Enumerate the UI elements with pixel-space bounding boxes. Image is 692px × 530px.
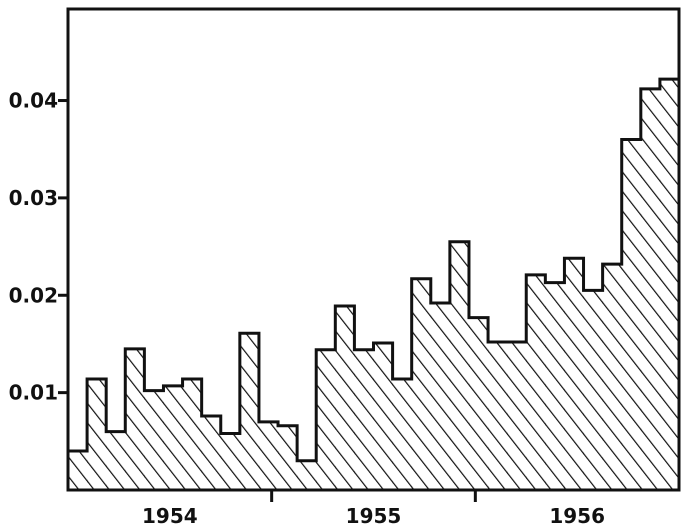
histogram-bar xyxy=(258,421,279,490)
histogram-bar xyxy=(106,431,126,490)
histogram-bar xyxy=(297,460,317,490)
histogram-bar xyxy=(335,305,355,490)
x-year-label: 1955 xyxy=(346,504,402,528)
histogram-bar xyxy=(659,79,680,491)
histogram-bar xyxy=(621,139,642,490)
y-tick-label: 0.02 xyxy=(9,283,58,307)
histogram-bar xyxy=(507,342,527,490)
histogram-bar xyxy=(640,88,661,490)
y-tick-label: 0.03 xyxy=(9,186,58,210)
histogram-bar xyxy=(392,379,413,490)
x-year-label: 1954 xyxy=(142,504,198,528)
histogram-bar xyxy=(163,385,184,490)
plot-frame xyxy=(66,7,681,492)
y-tick-label: 0.04 xyxy=(9,89,58,113)
histogram-bar xyxy=(182,379,203,490)
x-year-label: 1956 xyxy=(549,504,605,528)
y-axis: 0.01 0.02 0.03 0.04 xyxy=(9,89,68,405)
histogram-bar xyxy=(373,342,394,490)
histogram-bar xyxy=(144,390,164,490)
x-axis: 1954 1955 1956 xyxy=(142,490,605,528)
histogram-outline xyxy=(66,77,681,490)
histogram-bar xyxy=(583,290,604,490)
histogram-bar xyxy=(201,416,222,490)
histogram-bar xyxy=(68,451,88,490)
histogram-bar xyxy=(449,241,470,490)
histogram-bar xyxy=(354,349,374,490)
histogram-bar xyxy=(488,342,508,490)
histogram-bar xyxy=(545,282,565,490)
y-tick-label: 0.01 xyxy=(9,381,58,405)
histogram-bar xyxy=(430,303,451,490)
histogram-bar xyxy=(239,333,260,490)
histogram-bar xyxy=(316,349,336,490)
histogram-bar xyxy=(526,274,546,490)
histogram-bar xyxy=(278,425,298,490)
histogram-bar xyxy=(125,348,145,490)
histogram-bar xyxy=(87,379,107,490)
histogram-bar xyxy=(411,278,432,490)
bars-group xyxy=(68,79,680,491)
histogram-bar xyxy=(220,433,241,490)
histogram-bar xyxy=(602,264,623,490)
histogram-bar xyxy=(468,317,489,490)
histogram-bar xyxy=(564,258,585,490)
